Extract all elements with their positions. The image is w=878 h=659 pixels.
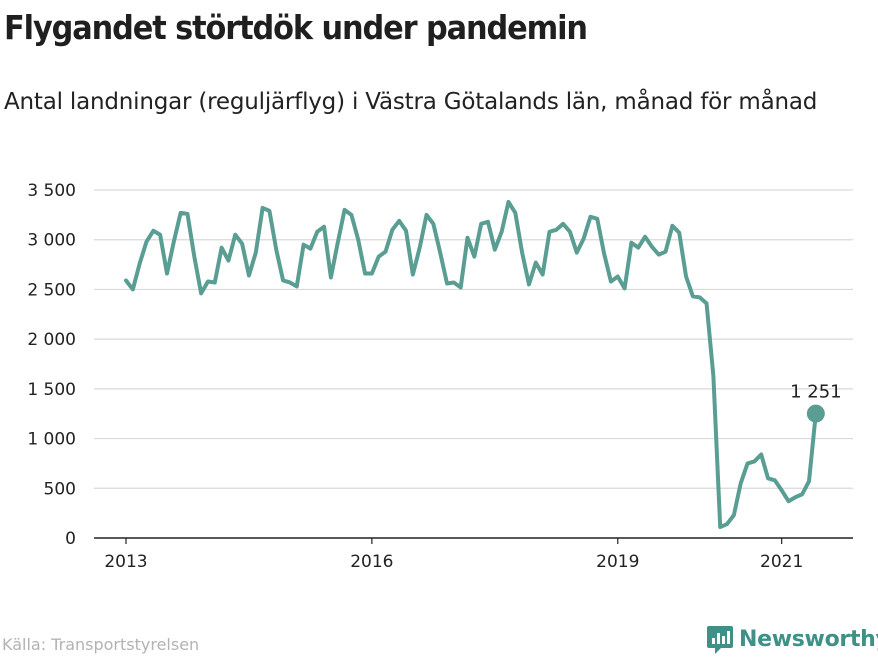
series-line: [124, 199, 818, 530]
y-tick-label: 2 000: [27, 330, 76, 350]
source-note: Källa: Transportstyrelsen: [2, 635, 200, 654]
x-tick-label: 2013: [104, 552, 147, 572]
x-tick-label: 2019: [596, 552, 639, 572]
y-tick-label: 1 500: [27, 380, 76, 400]
newsworthy-chart-logo-icon: [707, 626, 733, 654]
endpoint-label: 1 251: [790, 382, 842, 403]
endpoint-marker: [806, 404, 825, 423]
x-axis: 2013 2016 2019 2021: [94, 537, 853, 572]
y-axis: 0 500 1 000 1 500 2 000 2 500 3 000 3 500: [27, 181, 76, 549]
y-tick-label: 0: [65, 529, 76, 549]
y-tick-label: 2 500: [27, 280, 76, 300]
brand-logo[interactable]: Newsworthy: [707, 624, 878, 654]
x-tick-label: 2016: [350, 552, 393, 572]
y-tick-label: 3 500: [27, 181, 76, 201]
y-tick-label: 3 000: [27, 231, 76, 251]
brand-name: Newsworthy: [739, 626, 878, 652]
chart-title: Flygandet störtdök under pandemin: [4, 8, 588, 47]
gridlines: [94, 189, 853, 489]
y-tick-label: 500: [44, 479, 76, 499]
chart-subtitle: Antal landningar (reguljärflyg) i Västra…: [4, 89, 818, 115]
y-tick-label: 1 000: [27, 430, 76, 450]
x-tick-label: 2021: [760, 552, 803, 572]
